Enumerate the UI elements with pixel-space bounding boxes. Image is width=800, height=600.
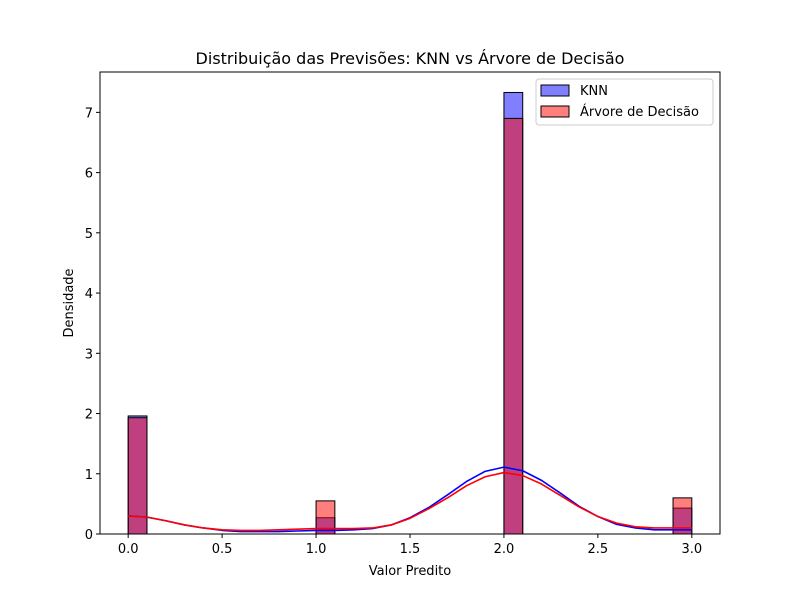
x-tick-label: 2.0 — [494, 542, 515, 557]
x-tick-label: 0.5 — [212, 542, 233, 557]
histogram-bar-series-1-bin-2 — [503, 117, 524, 535]
x-tick-label: 0.0 — [118, 542, 139, 557]
legend-box — [535, 78, 714, 126]
y-tick-label: 2 — [85, 408, 93, 423]
legend: KNN Árvore de Decisão — [535, 78, 714, 126]
y-tick-label: 1 — [85, 468, 93, 483]
x-tick-label: 1.5 — [400, 542, 421, 557]
y-tick-label: 5 — [85, 227, 93, 242]
x-tick-label: 1.0 — [306, 542, 327, 557]
legend-swatch-series-1 — [540, 105, 570, 118]
y-tick-label: 6 — [85, 167, 93, 182]
y-tick-label: 3 — [85, 347, 93, 362]
x-axis-label: Valor Predito — [369, 564, 452, 579]
y-tick-label: 7 — [85, 106, 93, 121]
legend-swatch-series-0 — [540, 84, 570, 97]
x-tick-label: 2.5 — [588, 542, 609, 557]
legend-label-series-1: Árvore de Decisão — [580, 104, 699, 120]
legend-items: KNN Árvore de Decisão — [540, 84, 699, 120]
y-axis-label: Densidade — [62, 268, 77, 337]
y-tick-label: 0 — [85, 528, 93, 543]
chart-title: Distribuição das Previsões: KNN vs Árvor… — [196, 49, 625, 68]
y-axis-ticks: 0 1 2 3 4 5 6 7 — [85, 106, 100, 543]
y-tick-label: 4 — [85, 287, 93, 302]
x-axis-ticks: 0.0 0.5 1.0 1.5 2.0 2.5 3.0 — [118, 534, 702, 557]
bars-layer — [127, 91, 693, 535]
x-tick-label: 3.0 — [681, 542, 702, 557]
kde-line-series-1 — [128, 471, 692, 532]
kde-layer — [128, 466, 692, 533]
legend-label-series-0: KNN — [580, 84, 608, 99]
